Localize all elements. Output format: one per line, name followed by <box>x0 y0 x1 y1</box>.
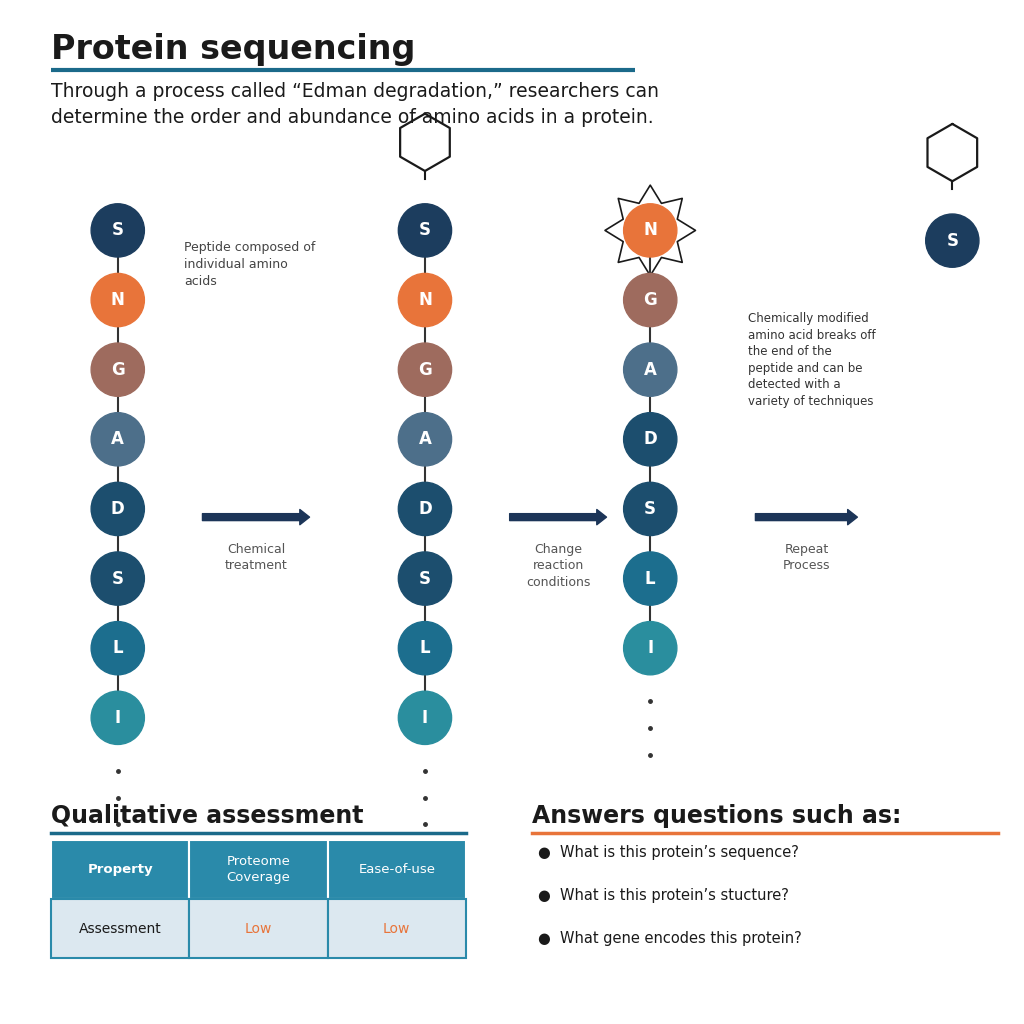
Text: L: L <box>113 639 123 657</box>
Text: D: D <box>643 430 657 449</box>
Circle shape <box>624 622 677 675</box>
Circle shape <box>398 413 452 466</box>
Text: Protein sequencing: Protein sequencing <box>51 33 416 66</box>
Circle shape <box>91 482 144 536</box>
Text: D: D <box>111 500 125 518</box>
Circle shape <box>398 343 452 396</box>
Text: A: A <box>112 430 124 449</box>
Text: Peptide composed of
individual amino
acids: Peptide composed of individual amino aci… <box>184 241 315 288</box>
Text: ●  What is this protein’s stucture?: ● What is this protein’s stucture? <box>538 888 788 903</box>
Text: S: S <box>946 231 958 250</box>
Circle shape <box>398 273 452 327</box>
Text: G: G <box>111 360 125 379</box>
Text: I: I <box>422 709 428 727</box>
Text: A: A <box>644 360 656 379</box>
Text: S: S <box>419 221 431 240</box>
Text: S: S <box>644 500 656 518</box>
Text: L: L <box>645 569 655 588</box>
Circle shape <box>624 482 677 536</box>
Text: Change
reaction
conditions: Change reaction conditions <box>526 543 590 589</box>
Text: S: S <box>112 569 124 588</box>
Text: Assessment: Assessment <box>79 922 162 936</box>
Text: G: G <box>643 291 657 309</box>
Text: Low: Low <box>383 922 411 936</box>
Text: Low: Low <box>245 922 272 936</box>
Circle shape <box>624 552 677 605</box>
Text: N: N <box>643 221 657 240</box>
Text: S: S <box>419 569 431 588</box>
Circle shape <box>398 482 452 536</box>
Text: Through a process called “Edman degradation,” researchers can
determine the orde: Through a process called “Edman degradat… <box>51 82 659 127</box>
Circle shape <box>91 413 144 466</box>
Bar <box>189 840 328 899</box>
Bar <box>189 899 328 958</box>
FancyArrowPatch shape <box>756 510 857 524</box>
Circle shape <box>91 204 144 257</box>
FancyArrowPatch shape <box>203 510 309 524</box>
Text: A: A <box>419 430 431 449</box>
Circle shape <box>624 413 677 466</box>
Text: Chemical
treatment: Chemical treatment <box>224 543 288 572</box>
Text: I: I <box>115 709 121 727</box>
Circle shape <box>926 214 979 267</box>
Bar <box>51 840 189 899</box>
Circle shape <box>624 204 677 257</box>
Bar <box>328 899 466 958</box>
Circle shape <box>624 343 677 396</box>
Text: L: L <box>420 639 430 657</box>
Text: ●  What gene encodes this protein?: ● What gene encodes this protein? <box>538 931 802 946</box>
Circle shape <box>398 552 452 605</box>
Circle shape <box>398 204 452 257</box>
Text: Answers questions such as:: Answers questions such as: <box>532 804 902 827</box>
Circle shape <box>91 552 144 605</box>
Circle shape <box>624 273 677 327</box>
Circle shape <box>91 343 144 396</box>
Text: D: D <box>418 500 432 518</box>
Text: I: I <box>647 639 653 657</box>
Text: Chemically modified
amino acid breaks off
the end of the
peptide and can be
dete: Chemically modified amino acid breaks of… <box>748 312 876 408</box>
FancyArrowPatch shape <box>510 510 606 524</box>
Bar <box>328 840 466 899</box>
Text: Property: Property <box>87 863 154 876</box>
Text: S: S <box>112 221 124 240</box>
Circle shape <box>91 622 144 675</box>
Text: Qualitative assessment: Qualitative assessment <box>51 804 364 827</box>
Text: ●  What is this protein’s sequence?: ● What is this protein’s sequence? <box>538 845 799 860</box>
Circle shape <box>398 622 452 675</box>
Circle shape <box>91 691 144 744</box>
Text: N: N <box>111 291 125 309</box>
Text: Repeat
Process: Repeat Process <box>782 543 830 572</box>
Text: G: G <box>418 360 432 379</box>
Text: Ease-of-use: Ease-of-use <box>358 863 435 876</box>
Circle shape <box>91 273 144 327</box>
Text: Proteome
Coverage: Proteome Coverage <box>226 855 291 884</box>
Circle shape <box>398 691 452 744</box>
Bar <box>51 899 189 958</box>
Text: N: N <box>418 291 432 309</box>
